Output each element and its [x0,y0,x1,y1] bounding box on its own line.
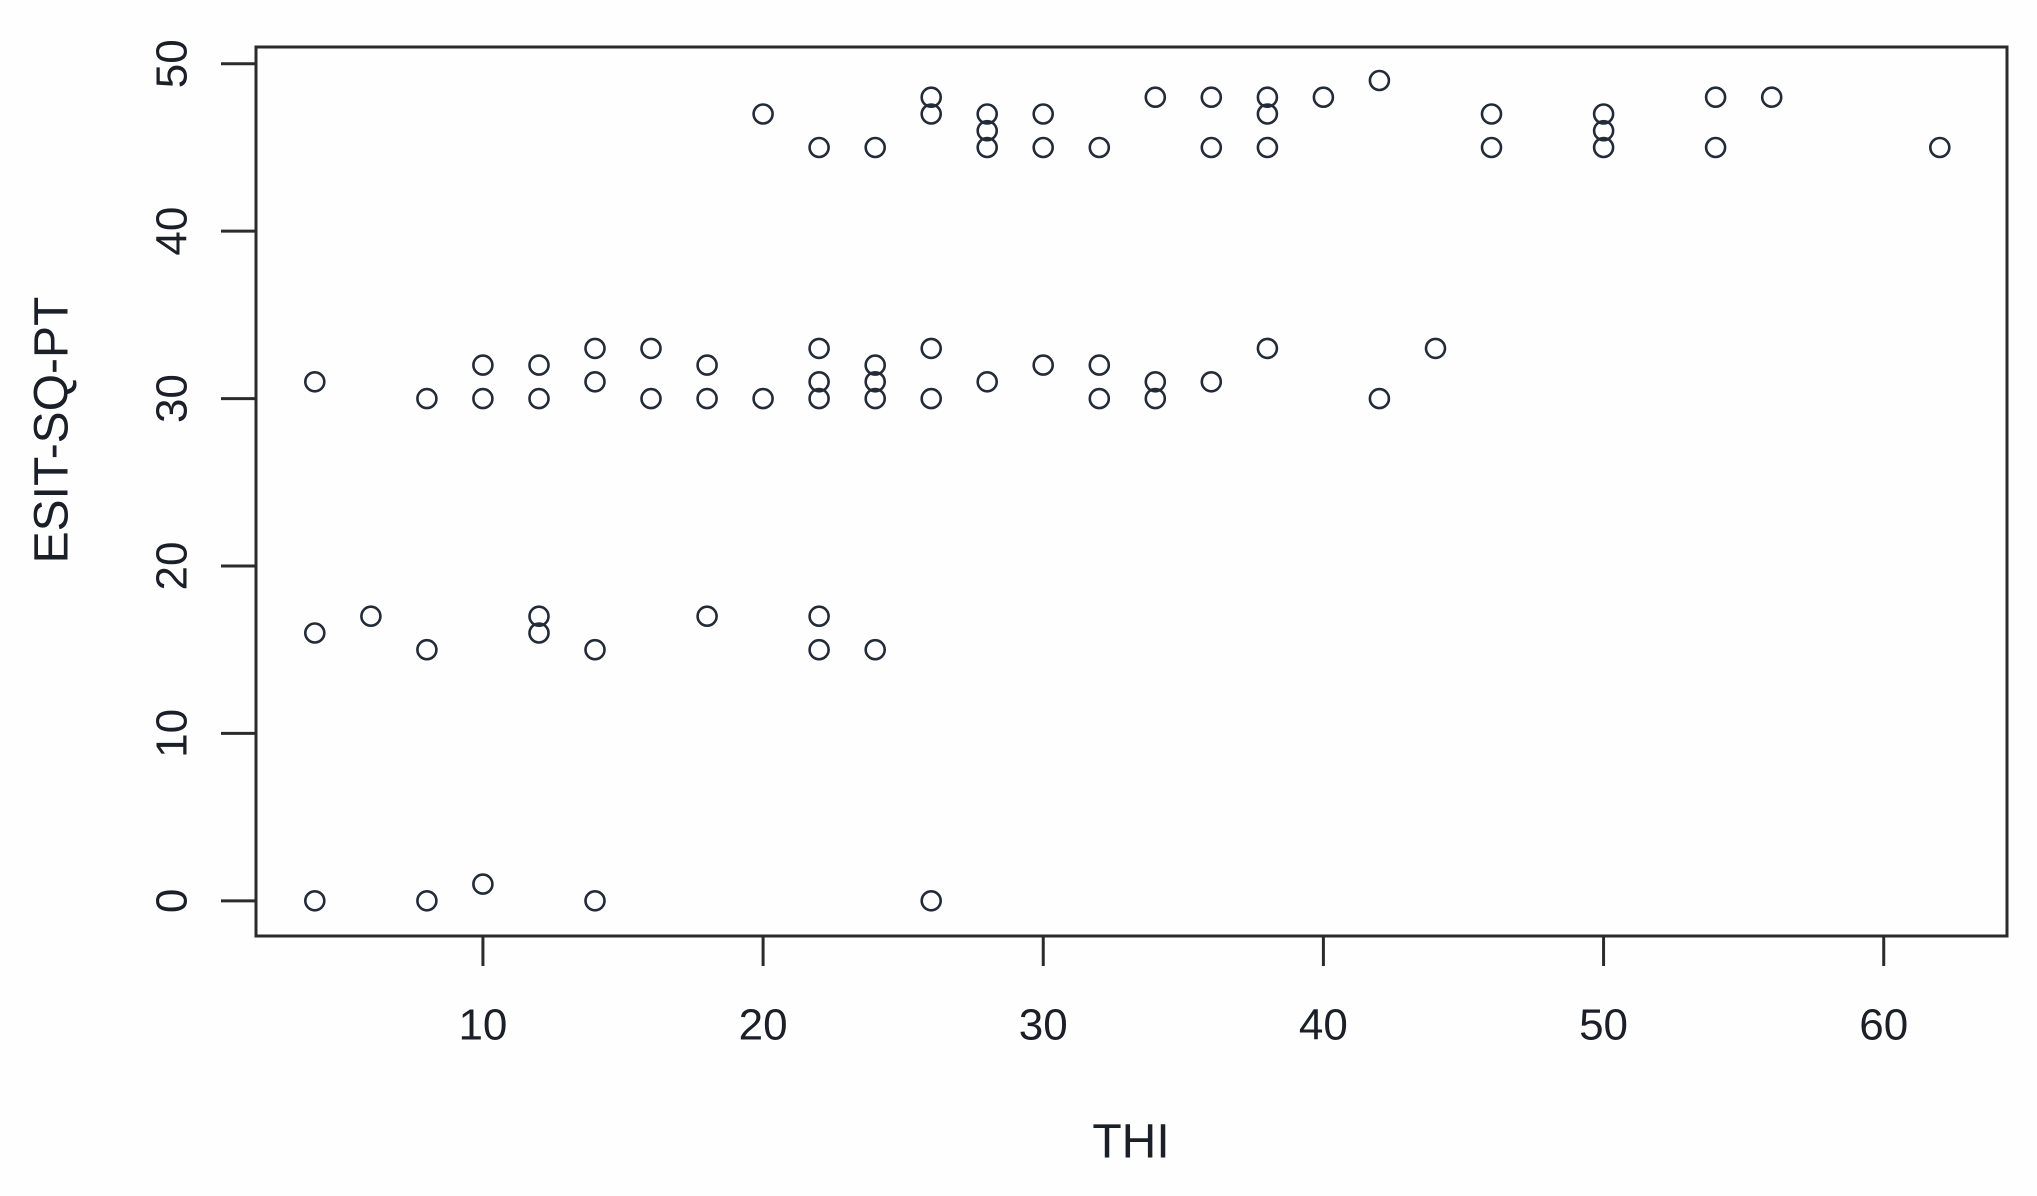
y-tick-label: 0 [148,889,197,913]
data-point [528,605,550,628]
data-point [303,622,326,644]
data-point [696,387,718,410]
data-point [808,337,830,360]
data-point [472,354,494,376]
data-point [528,354,550,376]
data-point [808,638,830,661]
data-point [472,873,494,895]
data-point [1424,337,1447,360]
data-point [864,136,887,159]
data-point [1704,136,1727,159]
data-point [752,387,774,410]
data-point [640,337,662,360]
data-point [1368,69,1391,92]
x-tick-label: 20 [739,1001,788,1050]
data-point [1088,387,1111,410]
data-point [976,119,999,142]
data-point [976,370,999,393]
data-point [808,136,830,159]
data-point [920,86,943,108]
data-point [303,370,326,393]
y-tick-label: 30 [148,374,197,423]
data-point [1480,103,1503,125]
data-point [1256,337,1279,360]
data-point [584,638,606,661]
data-point [1032,103,1054,125]
x-tick-label: 50 [1579,1001,1628,1050]
data-point [1704,86,1727,108]
data-point [528,622,550,644]
data-point [584,889,606,912]
data-point [1088,136,1111,159]
data-point [864,638,887,661]
y-axis-label: ESIT-SQ-PT [26,297,79,564]
data-point [416,889,438,912]
x-tick-label: 10 [458,1001,507,1050]
data-point [1592,103,1615,125]
data-point [1200,370,1223,393]
data-point [1256,86,1279,108]
data-point [1144,387,1167,410]
y-tick-label: 50 [148,39,197,88]
data-point [920,337,943,360]
data-point [1368,387,1391,410]
data-points [303,69,1951,912]
data-point [1480,136,1503,159]
data-point [920,889,943,912]
data-point [360,605,382,628]
x-tick-label: 60 [1859,1001,1908,1050]
data-point [1088,354,1111,376]
data-point [1760,86,1783,108]
data-point [752,103,774,125]
x-axis-label: THI [1092,1116,1169,1169]
data-point [528,387,550,410]
data-point [696,605,718,628]
axis-ticks: 10 20 30 40 50 60 0 10 20 30 40 50 [148,39,1909,1049]
x-tick-label: 30 [1019,1001,1068,1050]
data-point [976,136,999,159]
data-point [1032,136,1054,159]
y-tick-label: 20 [148,542,197,591]
data-point [584,337,606,360]
data-point [1592,119,1615,142]
y-tick-label: 10 [148,709,197,758]
data-point [920,103,943,125]
data-point [1032,354,1054,376]
data-point [696,354,718,376]
data-point [864,354,887,376]
data-point [864,387,887,410]
data-point [472,387,494,410]
data-point [416,387,438,410]
data-point [303,889,326,912]
data-point [1200,86,1223,108]
data-point [864,370,887,393]
data-point [808,370,830,393]
data-point [1256,136,1279,159]
data-point [1256,103,1279,125]
data-point [1144,370,1167,393]
data-point [976,103,999,125]
data-point [416,638,438,661]
data-point [920,387,943,410]
data-point [1200,136,1223,159]
data-point [1144,86,1167,108]
y-tick-label: 40 [148,207,197,256]
data-point [808,387,830,410]
x-tick-label: 40 [1299,1001,1348,1050]
data-point [1929,136,1951,159]
data-point [640,387,662,410]
plot-border [254,45,2009,938]
data-point [808,605,830,628]
data-point [1592,136,1615,159]
data-point [1312,86,1335,108]
data-point [584,370,606,393]
